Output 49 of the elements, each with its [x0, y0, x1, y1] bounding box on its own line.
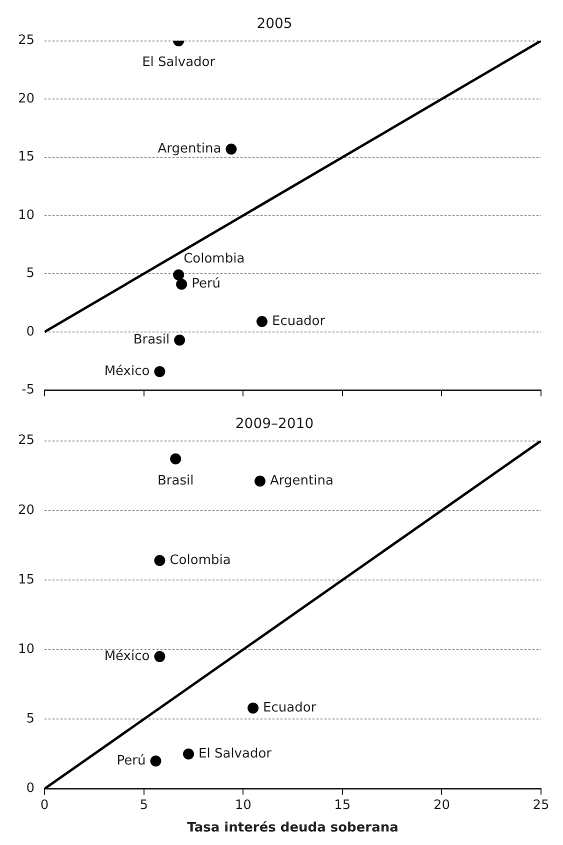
point [176, 278, 188, 290]
series-label: México [104, 364, 150, 379]
y-tick-label: 0 [26, 324, 35, 340]
y-tick-label: 5 [26, 712, 35, 727]
chart-title: 2005 [256, 16, 292, 32]
point [154, 366, 166, 378]
point [256, 316, 268, 327]
y-tick-label: 15 [18, 150, 35, 165]
series-label: Colombia [184, 251, 245, 266]
series-label: Ecuador [263, 700, 317, 716]
y-tick-label: 25 [18, 33, 35, 48]
point [248, 702, 259, 714]
series-label: Perú [192, 276, 221, 292]
y-tick-label: 20 [18, 502, 35, 518]
x-tick-label: 15 [334, 798, 351, 813]
x-tick-label: 0 [40, 798, 49, 813]
point [174, 334, 186, 346]
point [183, 748, 194, 760]
series-label: Brasil [157, 473, 194, 488]
point [173, 269, 184, 280]
point [150, 755, 162, 766]
point [154, 555, 166, 566]
series-label: Colombia [170, 552, 231, 568]
x-tick-label: 20 [433, 798, 450, 813]
x-tick-label: 10 [234, 798, 252, 813]
series-label: Argentina [158, 141, 222, 156]
point [154, 651, 166, 662]
point [254, 476, 266, 487]
series-label: Ecuador [272, 314, 326, 329]
y-tick-label: 10 [18, 208, 35, 223]
y-tick-label: 15 [18, 572, 35, 588]
series-label: El Salvador [198, 746, 272, 762]
y-tick-label: 0 [26, 781, 35, 796]
y-tick-label: 25 [18, 433, 35, 448]
x-axis-title: Tasa interés deuda soberana [187, 820, 398, 836]
y-tick-label: 20 [18, 91, 35, 106]
series-label: El Salvador [142, 55, 216, 70]
point [226, 144, 237, 155]
series-label: Argentina [270, 474, 334, 489]
series-label: México [104, 648, 150, 664]
y-tick-label: -5 [22, 382, 35, 398]
series-label: Brasil [133, 332, 170, 348]
y-tick-label: 5 [26, 266, 35, 282]
series-label: Perú [116, 753, 146, 768]
x-tick-label: 5 [140, 798, 148, 813]
y-tick-label: 10 [18, 642, 35, 657]
chart-title: 2009–2010 [235, 416, 314, 432]
x-tick-label: 25 [532, 798, 550, 813]
point [170, 453, 182, 464]
